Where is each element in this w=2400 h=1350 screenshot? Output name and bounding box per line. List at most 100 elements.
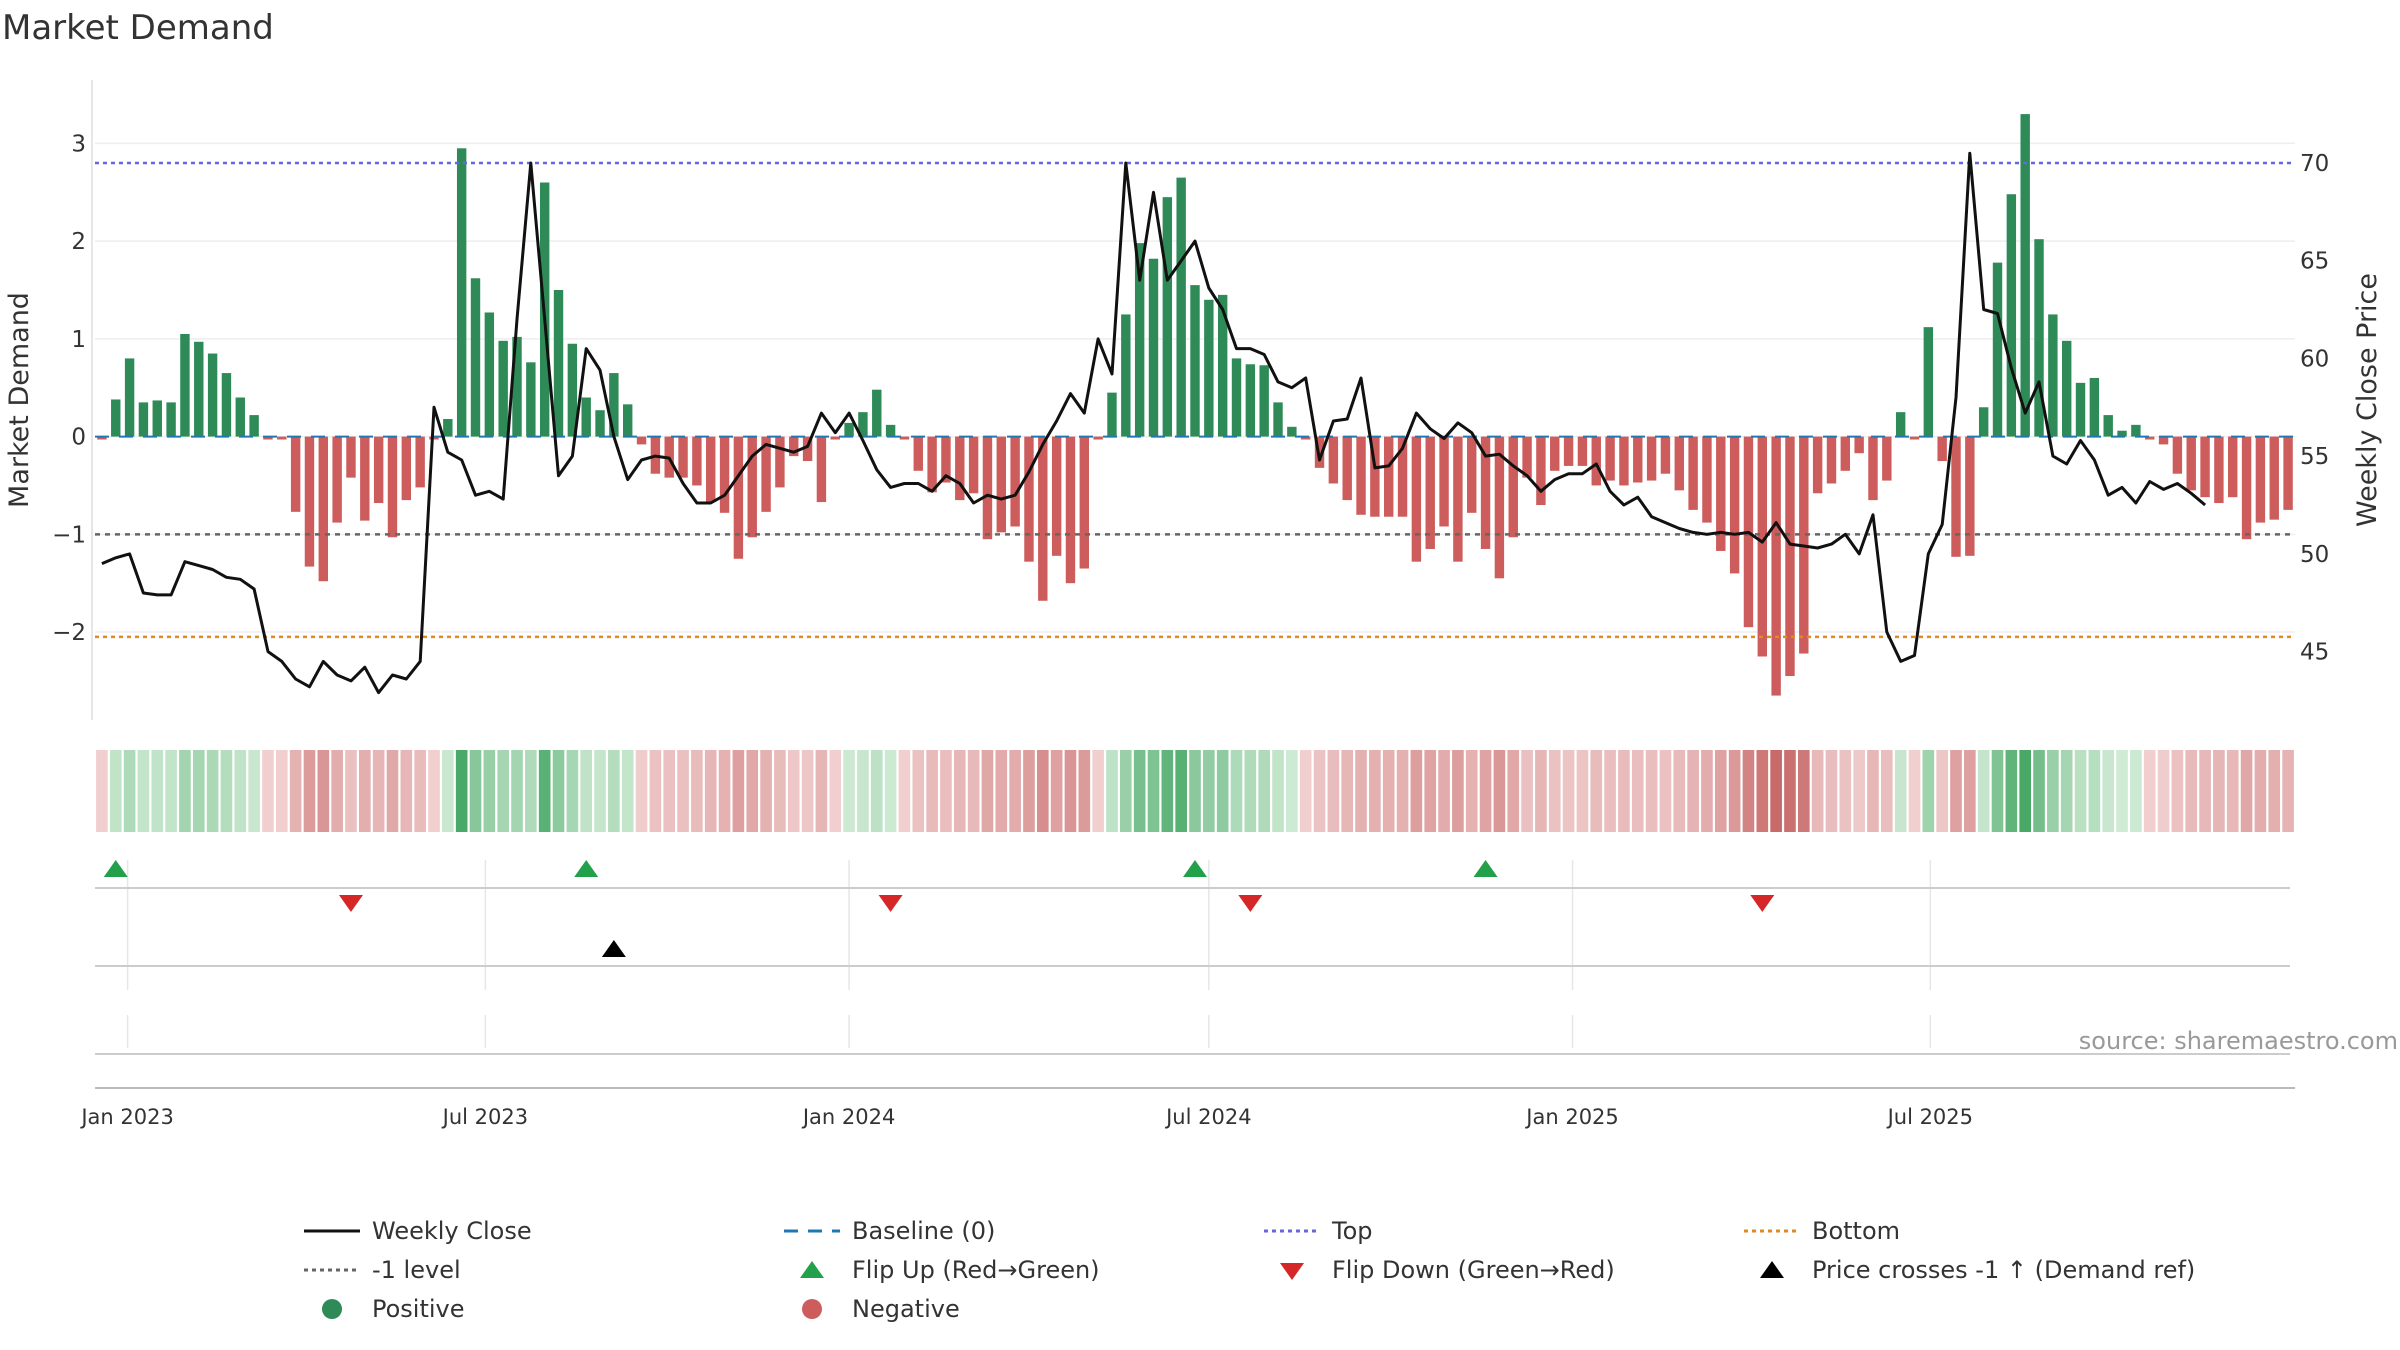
demand-strip-cell	[497, 750, 509, 832]
demand-bar	[885, 424, 896, 437]
demand-strip-cell	[469, 750, 482, 832]
demand-bar	[789, 436, 799, 457]
demand-strip-cell	[1133, 750, 1146, 832]
demand-bar	[277, 436, 287, 440]
demand-strip-cell	[428, 750, 440, 832]
demand-bar	[415, 436, 425, 488]
demand-strip-cell	[801, 750, 814, 832]
demand-strip-cell	[2268, 750, 2281, 832]
y-tick-label: −1	[52, 522, 86, 548]
y-tick-label: 3	[71, 131, 86, 157]
demand-bar	[484, 312, 495, 437]
demand-bar	[1300, 436, 1311, 440]
legend-item: Bottom	[1740, 1215, 2250, 1246]
demand-strip-cell	[1230, 750, 1243, 832]
demand-bar	[318, 436, 329, 582]
demand-strip-cell	[206, 750, 219, 832]
legend-swatch-icon	[304, 1229, 360, 1232]
y-tick-label: −2	[52, 620, 86, 646]
demand-bar	[1328, 436, 1339, 484]
demand-strip-cell	[1341, 750, 1354, 832]
demand-bar	[1605, 436, 1615, 481]
demand-strip-cell	[1936, 750, 1948, 832]
demand-bar	[1480, 436, 1491, 549]
demand-bar	[2228, 436, 2238, 498]
demand-bar	[1909, 436, 1920, 440]
x-tick-label: Jan 2023	[79, 1105, 174, 1129]
demand-strip-cell	[1078, 750, 1091, 832]
demand-strip-cell	[1853, 750, 1865, 832]
demand-bar	[1854, 436, 1864, 454]
demand-strip-cell	[1438, 750, 1450, 832]
demand-strip-cell	[1299, 750, 1312, 832]
demand-strip-cell	[1604, 750, 1616, 832]
demand-bar	[816, 436, 827, 503]
demand-bar	[1536, 436, 1546, 505]
demand-bar	[2006, 194, 2017, 437]
demand-strip-cell	[1964, 750, 1976, 832]
demand-bar	[775, 436, 785, 488]
demand-strip-cell	[1175, 750, 1187, 832]
x-tick-label: Jan 2024	[801, 1105, 896, 1129]
demand-bar	[1093, 436, 1103, 440]
demand-bar	[636, 436, 647, 445]
demand-strip-cell	[192, 750, 205, 832]
demand-bar	[1812, 436, 1823, 494]
legend-swatch-icon	[304, 1268, 360, 1271]
demand-bar	[1148, 258, 1159, 437]
demand-bar	[1937, 436, 1947, 462]
y-tick-label: 1	[71, 327, 86, 353]
demand-strip-cell	[1673, 750, 1686, 832]
demand-bar	[1771, 436, 1781, 696]
y2-tick-label: 65	[2300, 249, 2329, 275]
demand-bar	[2255, 436, 2266, 523]
demand-strip-cell	[511, 750, 523, 832]
demand-strip-cell	[151, 750, 164, 832]
demand-strip-cell	[1590, 750, 1603, 832]
legend-label: -1 level	[372, 1255, 461, 1284]
demand-bar	[1826, 436, 1837, 484]
demand-bar	[719, 436, 730, 513]
demand-bar	[124, 358, 135, 437]
demand-strip-cell	[2033, 750, 2045, 832]
demand-bar	[872, 389, 882, 437]
demand-bar	[332, 436, 342, 523]
demand-strip-cell	[386, 750, 399, 832]
flip-down-marker	[1750, 895, 1775, 912]
demand-bar	[830, 436, 840, 440]
demand-strip-cell	[1687, 750, 1699, 832]
demand-bar	[443, 419, 453, 437]
demand-strip-cell	[1452, 750, 1464, 832]
y-tick-label: 2	[71, 229, 86, 255]
demand-bar	[138, 402, 149, 437]
demand-bar	[802, 436, 813, 462]
demand-strip-cell	[1881, 750, 1893, 832]
demand-bar	[733, 436, 744, 559]
legend-item: Weekly Close	[300, 1215, 780, 1246]
demand-strip-cell	[1507, 750, 1520, 832]
demand-bar	[1134, 243, 1145, 437]
demand-strip-cell	[1189, 750, 1201, 832]
demand-strip-cell	[1244, 750, 1257, 832]
demand-bar	[1107, 392, 1117, 437]
demand-bar	[968, 436, 979, 494]
demand-bar	[1065, 436, 1076, 584]
demand-strip-cell	[552, 750, 565, 832]
demand-bar	[2145, 436, 2155, 440]
legend-item: Baseline (0)	[780, 1215, 1260, 1246]
demand-bar	[2283, 436, 2293, 510]
demand-bar	[1951, 436, 1961, 557]
demand-bar	[553, 290, 564, 437]
legend-item: Top	[1260, 1215, 1740, 1246]
x-tick-label: Jul 2024	[1164, 1105, 1251, 1129]
demand-strip-cell	[123, 750, 136, 832]
demand-strip-cell	[303, 750, 316, 832]
demand-bar	[401, 436, 412, 501]
demand-bar	[1646, 436, 1657, 481]
demand-bar	[470, 278, 481, 437]
demand-strip-cell	[1562, 750, 1575, 832]
demand-bar	[1397, 436, 1408, 517]
demand-strip-cell	[483, 750, 496, 832]
demand-strip-cell	[746, 750, 759, 832]
demand-bar	[1522, 436, 1532, 478]
